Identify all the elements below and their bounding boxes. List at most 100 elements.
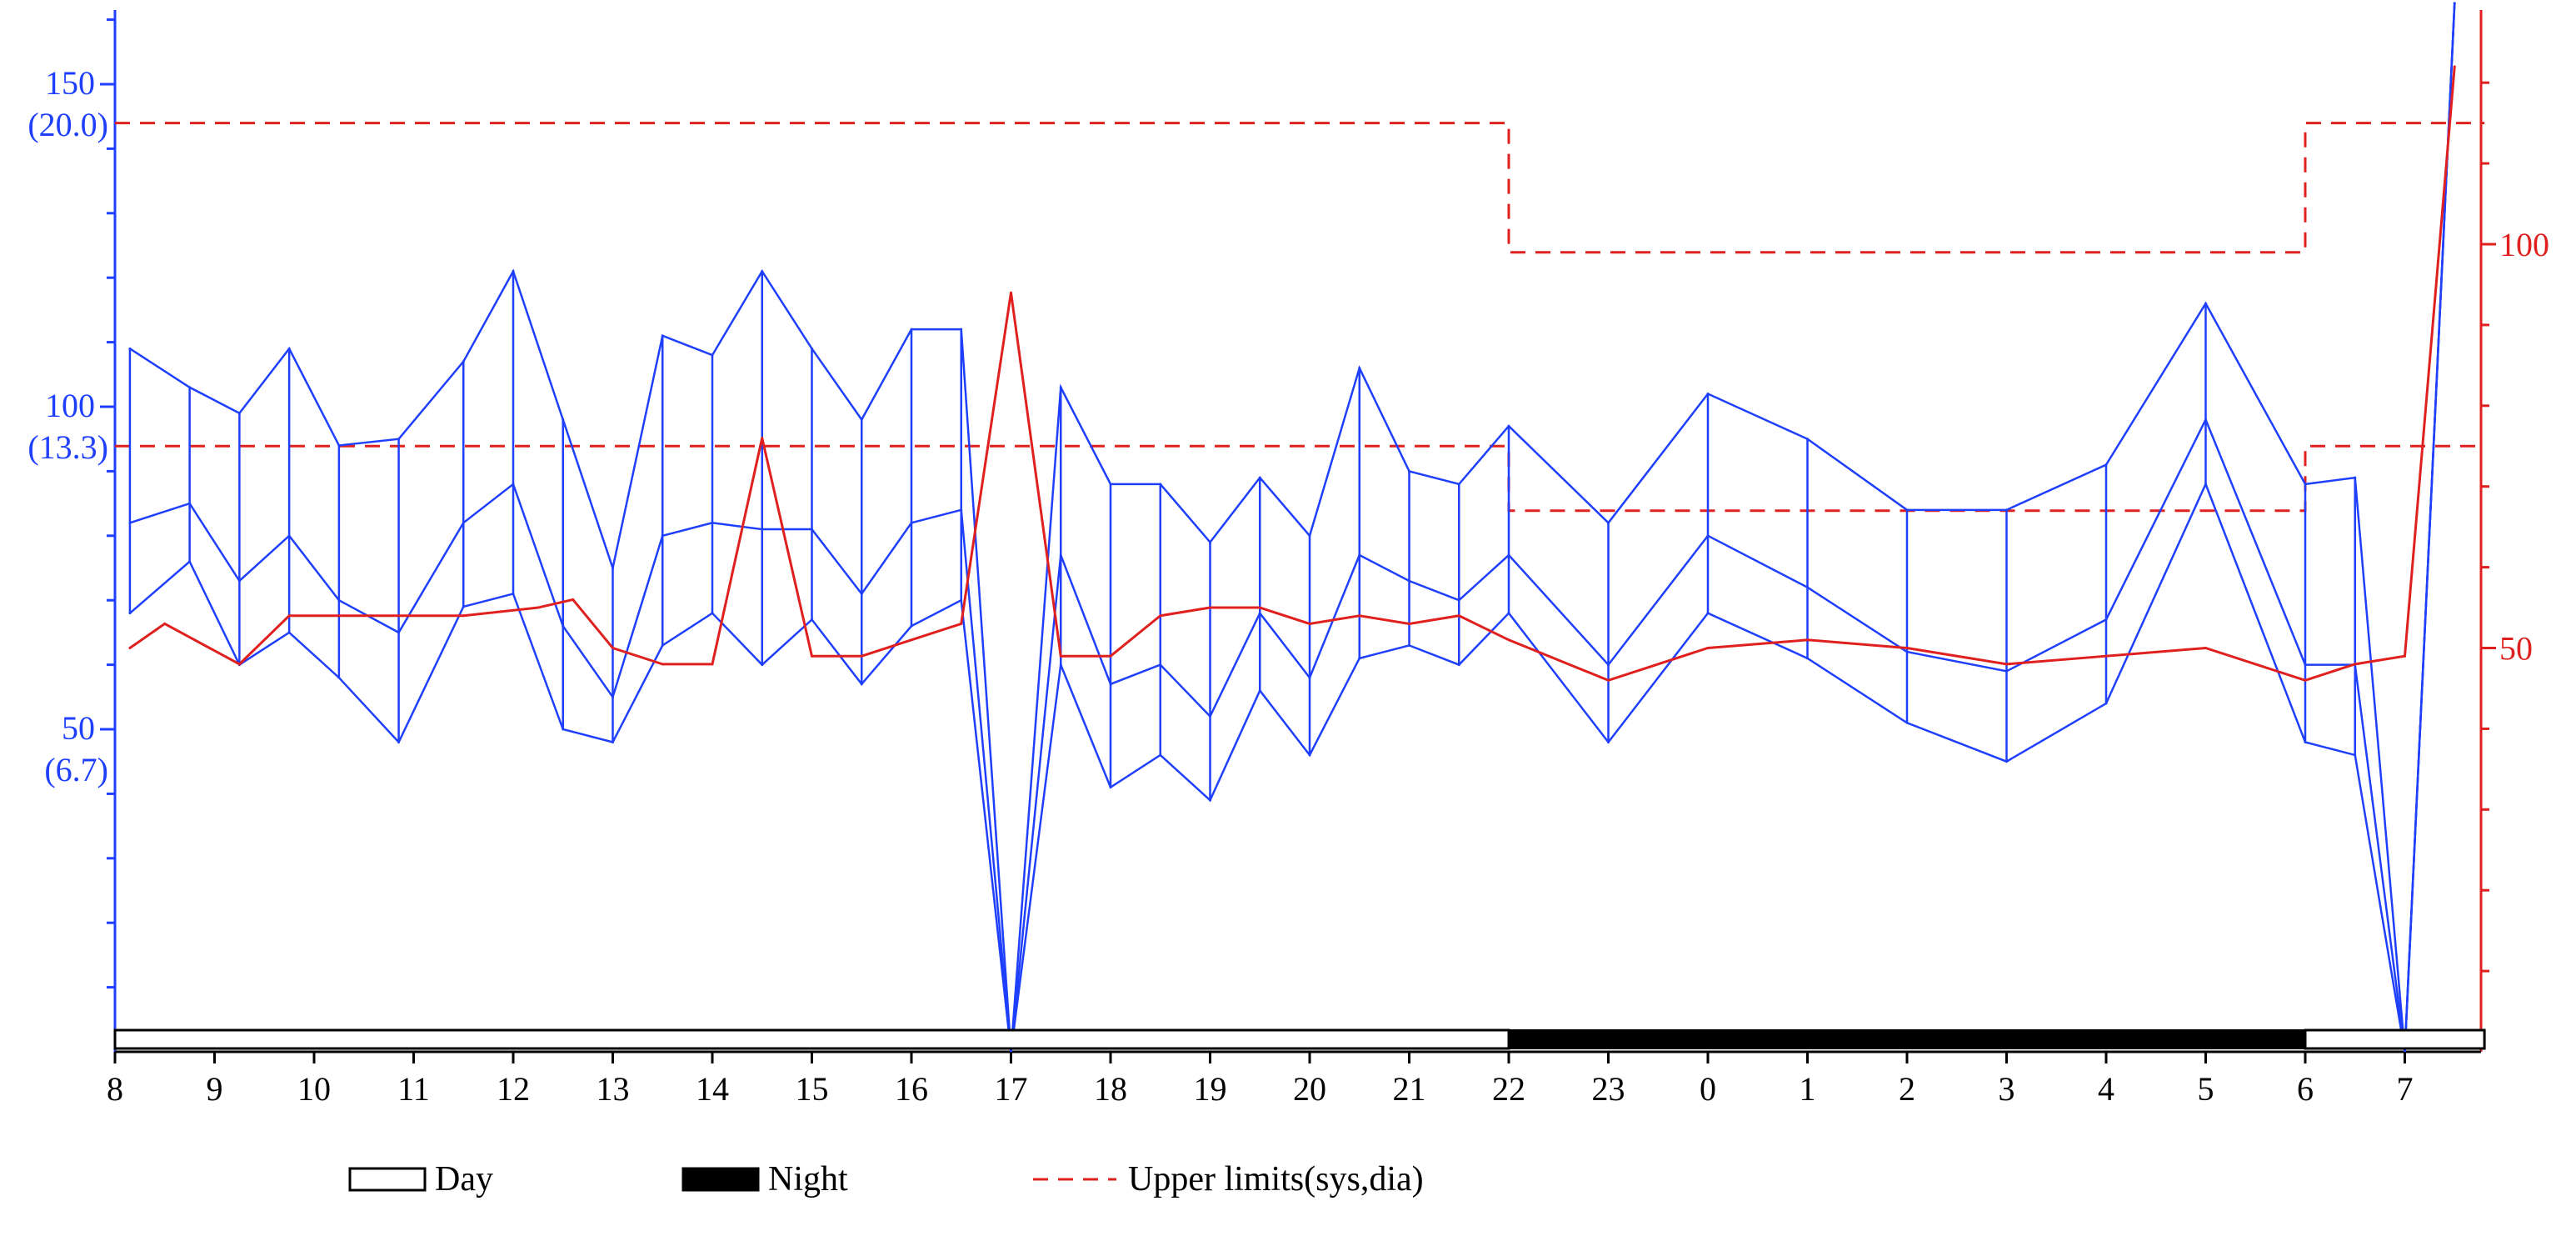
- left-axis-tick-label: 150: [45, 64, 95, 102]
- pulse-point: [1059, 654, 1062, 658]
- mean-point: [397, 631, 401, 634]
- diastolic-point: [562, 728, 565, 731]
- mean-point: [337, 598, 341, 602]
- diastolic-point: [128, 612, 132, 615]
- systolic-point: [1507, 424, 1510, 428]
- mean-point: [1457, 598, 1460, 602]
- pulse-point: [1209, 606, 1211, 609]
- diastolic-point: [1706, 612, 1710, 615]
- diastolic-point: [2453, 2, 2456, 5]
- pulse-point: [2204, 647, 2207, 649]
- diastolic-point: [1607, 740, 1610, 743]
- x-axis-tick-label: 7: [2397, 1070, 2414, 1108]
- mean-point: [1159, 663, 1162, 667]
- systolic-point: [860, 418, 863, 421]
- systolic-point: [1607, 521, 1610, 524]
- diastolic-point: [1358, 657, 1361, 660]
- diastolic-point: [512, 592, 515, 595]
- systolic-point: [1408, 469, 1410, 473]
- diastolic-point: [1905, 721, 1909, 724]
- pulse-point: [2453, 65, 2456, 68]
- pulse-point: [1109, 654, 1112, 658]
- systolic-point: [761, 269, 764, 273]
- mean-point: [2304, 663, 2307, 667]
- pulse-point: [612, 647, 614, 649]
- x-axis-tick-label: 5: [2198, 1070, 2214, 1108]
- systolic-point: [2354, 476, 2357, 479]
- mean-point: [2204, 418, 2207, 421]
- mean-point: [1408, 579, 1410, 583]
- mean-point: [811, 528, 813, 531]
- diastolic-point: [1059, 663, 1062, 667]
- legend-label: Night: [768, 1160, 848, 1198]
- night-segment: [1508, 1029, 2306, 1049]
- mean-point: [1358, 553, 1361, 557]
- x-axis-tick-label: 4: [2098, 1070, 2114, 1108]
- systolic-point: [128, 347, 132, 350]
- x-axis-tick-label: 0: [1700, 1070, 1716, 1108]
- x-axis-tick-label: 15: [796, 1070, 829, 1108]
- pulse-point: [287, 614, 291, 618]
- diastolic-point: [2104, 702, 2108, 705]
- systolic-point: [612, 567, 614, 569]
- mean-point: [1059, 553, 1062, 557]
- x-axis-tick-label: 11: [397, 1070, 430, 1108]
- diastolic-point: [910, 624, 913, 628]
- mean-point: [960, 508, 963, 512]
- systolic-point: [1209, 541, 1211, 544]
- diastolic-point: [2204, 483, 2207, 486]
- data-series: [128, 2, 2456, 1053]
- mean-point: [910, 521, 913, 524]
- diastolic-point: [2304, 740, 2307, 743]
- x-axis-tick-label: 10: [297, 1070, 331, 1108]
- pulse-point: [2354, 663, 2357, 666]
- systolic-point: [2304, 483, 2307, 486]
- mean-point: [562, 624, 565, 628]
- upper-limit-systolic: [115, 122, 2485, 254]
- systolic-point: [1308, 534, 1311, 538]
- systolic-point: [562, 418, 565, 421]
- x-axis-tick-label: 9: [207, 1070, 223, 1108]
- pulse-point: [2005, 663, 2008, 666]
- x-axis-tick-label: 2: [1899, 1070, 1915, 1108]
- pulse-point: [1806, 638, 1809, 642]
- x-axis-tick-label: 14: [696, 1070, 729, 1108]
- systolic-point: [2005, 508, 2008, 512]
- pulse-point: [572, 598, 575, 601]
- systolic-point: [1806, 438, 1809, 441]
- systolic-point: [337, 443, 341, 447]
- diastolic-point: [462, 605, 465, 608]
- systolic-point: [188, 386, 192, 389]
- day-segment: [2304, 1028, 2486, 1050]
- diastolic-point: [860, 683, 863, 686]
- pulse-point: [960, 622, 963, 625]
- mean-point: [128, 521, 132, 524]
- diastolic-point: [1109, 786, 1112, 789]
- mean-point: [711, 521, 714, 524]
- legend: Day Night Upper limits(sys,dia): [348, 1160, 1424, 1198]
- pulse-point: [462, 614, 465, 618]
- mean-point: [512, 483, 515, 486]
- systolic-point: [960, 328, 963, 331]
- diastolic-point: [397, 740, 401, 743]
- legend-label: Upper limits(sys,dia): [1128, 1160, 1424, 1198]
- systolic-point: [711, 353, 714, 357]
- pulse-point: [128, 647, 132, 649]
- mean-point: [860, 592, 863, 595]
- diastolic-point: [761, 663, 764, 667]
- systolic-point: [1258, 476, 1261, 479]
- right-axis-tick-label: 100: [2499, 226, 2549, 263]
- pulse-point: [1408, 622, 1410, 625]
- pulse-point: [1010, 291, 1012, 294]
- mean-point: [1706, 534, 1710, 538]
- diastolic-point: [711, 612, 714, 615]
- x-axis-tick-label: 8: [107, 1070, 123, 1108]
- pulse-point: [1507, 638, 1510, 642]
- legend-day-swatch: [348, 1167, 427, 1192]
- x-axis-tick-label: 6: [2297, 1070, 2314, 1108]
- diastolic-point: [960, 598, 963, 602]
- pulse-point: [237, 663, 241, 666]
- mean-point: [1109, 683, 1112, 686]
- x-axis-tick-label: 23: [1592, 1070, 1625, 1108]
